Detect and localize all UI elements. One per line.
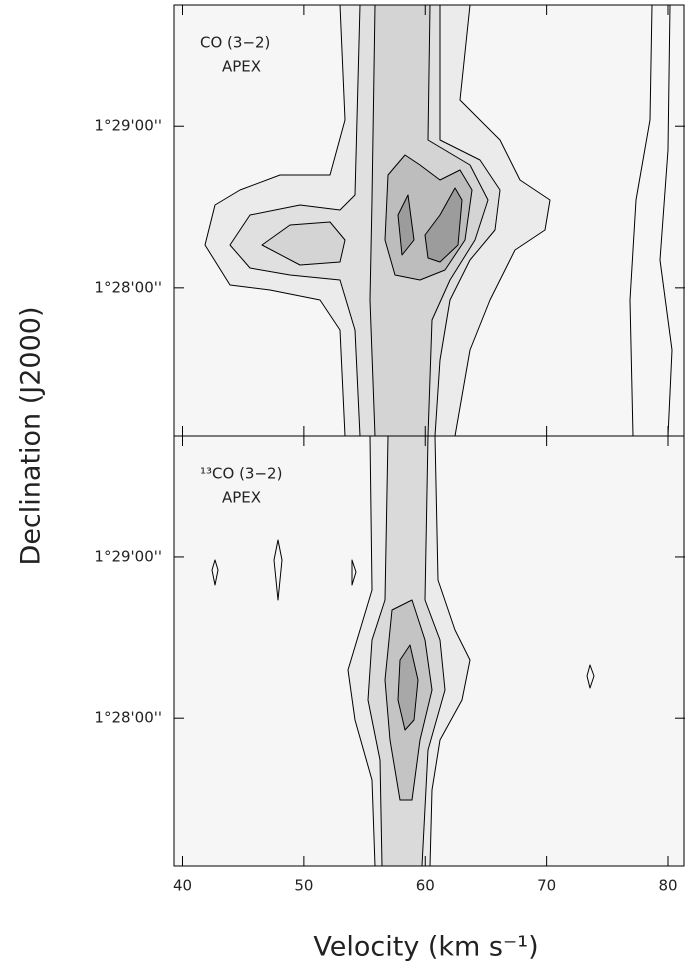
y-tick-label: 1°28'00'' bbox=[94, 278, 162, 296]
contour-level bbox=[397, 187, 463, 263]
y-tick-label: 1°29'00'' bbox=[94, 117, 162, 135]
contour-map bbox=[174, 435, 685, 867]
contour-map bbox=[174, 4, 685, 437]
contour-level bbox=[397, 644, 419, 731]
y-tick-label: 1°29'00'' bbox=[94, 547, 162, 565]
contour-level bbox=[629, 4, 673, 437]
x-tick-label: 40 bbox=[173, 877, 192, 895]
x-axis-label: Velocity (km s⁻¹) bbox=[313, 932, 538, 963]
x-tick-label: 60 bbox=[416, 877, 435, 895]
x-tick-label: 70 bbox=[537, 877, 556, 895]
plot-frame bbox=[173, 435, 685, 867]
annotation: CO (3−2) bbox=[200, 34, 270, 52]
annotation: APEX bbox=[222, 58, 261, 76]
x-tick-label: 80 bbox=[658, 877, 677, 895]
contour-level bbox=[211, 539, 595, 689]
annotation: ¹³CO (3−2) bbox=[200, 465, 282, 483]
annotation: APEX bbox=[222, 489, 261, 507]
y-axis-label: Declination (J2000) bbox=[16, 307, 47, 566]
y-tick-label: 1°28'00'' bbox=[94, 709, 162, 727]
contour-level bbox=[261, 4, 489, 437]
x-tick-label: 50 bbox=[294, 877, 313, 895]
contour-level bbox=[229, 4, 501, 437]
